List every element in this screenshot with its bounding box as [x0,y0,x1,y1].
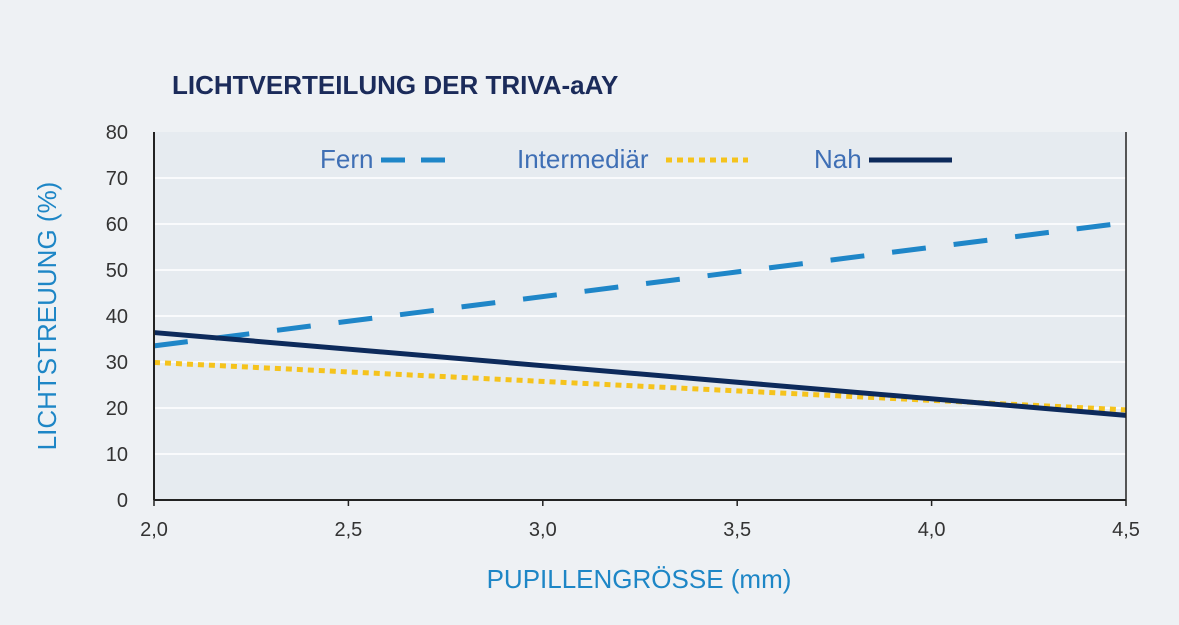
series-line-intermedir [153,359,1127,413]
y-axis-label: LICHTSTREUUNG (%) [32,182,62,451]
series-layer [153,220,1127,418]
legend-label: Nah [814,144,862,174]
legend: Fern Intermediär Nah [320,144,952,174]
series-line-nah [153,330,1127,418]
x-tick-label: 4,5 [1112,519,1140,541]
y-tick-label: 70 [106,168,128,190]
x-tick-label: 3,0 [529,519,557,541]
y-tick-label: 20 [106,398,128,420]
grid-lines [154,177,1126,455]
y-tick-label: 60 [106,214,128,236]
series-line-fern [153,220,1127,349]
x-tick-label: 4,0 [918,519,946,541]
x-axis-label: PUPILLENGRÖSSE (mm) [487,564,792,594]
y-axis-ticks: 0 10 20 30 40 50 60 70 80 [106,122,128,512]
x-axis-ticks: 2,0 2,5 3,0 3,5 4,0 4,5 [140,500,1140,541]
legend-label: Intermediär [517,144,649,174]
y-tick-label: 10 [106,444,128,466]
x-tick-label: 2,5 [334,519,362,541]
y-tick-label: 40 [106,306,128,328]
y-tick-label: 50 [106,260,128,282]
x-tick-label: 2,0 [140,519,168,541]
x-tick-label: 3,5 [723,519,751,541]
chart-title: LICHTVERTEILUNG DER TRIVA-aAY [172,70,618,100]
y-tick-label: 80 [106,122,128,144]
axes [153,132,1127,501]
y-tick-label: 30 [106,352,128,374]
legend-label: Fern [320,144,373,174]
y-tick-label: 0 [117,490,128,512]
